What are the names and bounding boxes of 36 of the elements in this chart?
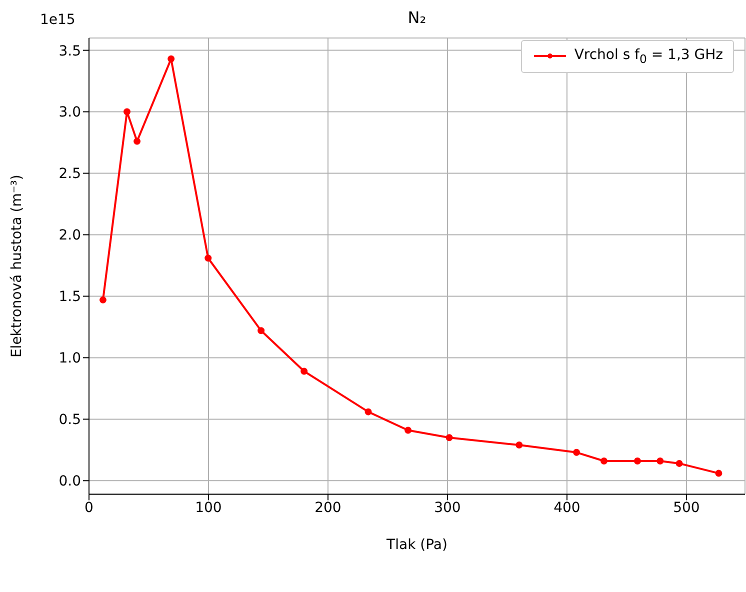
- point: [204, 254, 212, 262]
- point: [124, 108, 130, 116]
- y-tick-label: 0.5: [58, 412, 81, 428]
- point: [600, 458, 608, 464]
- y-tick-label: 3.5: [58, 43, 81, 60]
- text: 1e15: [40, 12, 76, 28]
- point: [404, 426, 412, 434]
- y-tick-label: 0.0: [58, 474, 81, 490]
- x-tick-label: 500: [673, 500, 700, 516]
- point: [516, 442, 523, 449]
- point: [134, 138, 141, 145]
- x-tick-label: 300: [434, 500, 461, 516]
- point: [656, 458, 664, 464]
- point: [258, 327, 265, 334]
- legend-label: Vrchol s f$_{0}$ = 1,3 GHz: [574, 47, 723, 66]
- point: [364, 408, 372, 416]
- x-tick-label: 0: [84, 500, 94, 516]
- point: [634, 458, 641, 464]
- point: [446, 434, 453, 442]
- point: [168, 55, 175, 62]
- y-tick-label: 1.5: [58, 289, 81, 306]
- x-tick-label: 200: [314, 500, 342, 516]
- y-tick-label: 1.0: [58, 350, 81, 367]
- chart-title: N₂: [406, 8, 428, 27]
- point: [715, 470, 722, 477]
- x-axis-title: Tlak (Pa): [386, 537, 448, 554]
- y-axis-title: Elektronová hustota (m⁻³): [8, 174, 25, 358]
- y-tick-label: 2.5: [58, 166, 81, 182]
- point: [300, 368, 308, 375]
- y-tick-label: 3.0: [58, 104, 81, 121]
- point: [676, 460, 683, 467]
- x-tick-label: 100: [195, 500, 222, 516]
- y-tick-label: 2.0: [58, 228, 81, 244]
- x-tick-label: 400: [554, 500, 580, 516]
- point: [99, 296, 106, 304]
- point: [573, 448, 580, 456]
